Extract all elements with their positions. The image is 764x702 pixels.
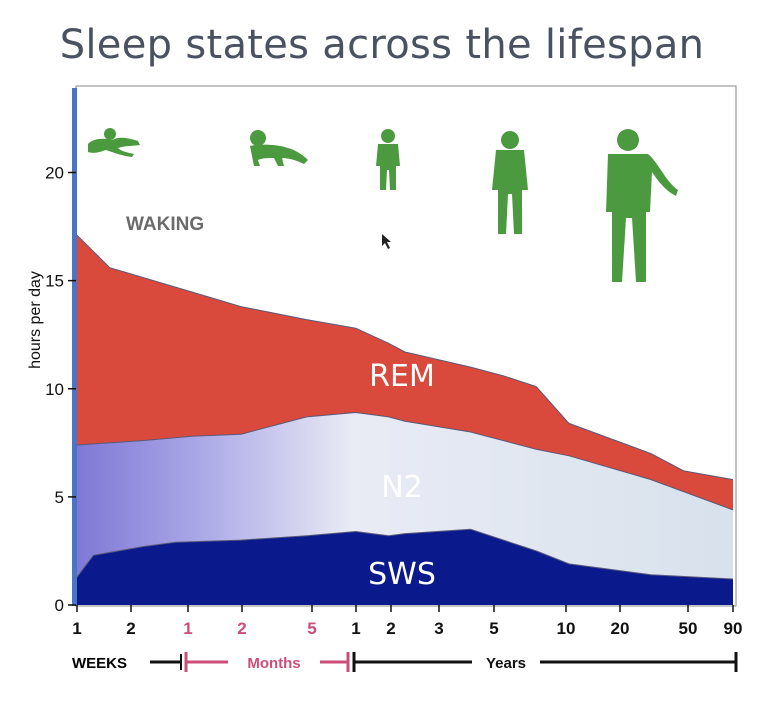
x-tick-label: 3 [434, 619, 443, 638]
lifespan-figures [88, 128, 678, 282]
region-label-waking: WAKING [126, 214, 204, 235]
y-axis-label: hours per day [27, 271, 44, 369]
region-label-sws: SWS [368, 557, 436, 592]
chart-title: Sleep states across the lifespan [59, 22, 705, 68]
infant-figure-icon [88, 128, 140, 157]
y-tick-label: 15 [45, 272, 64, 291]
area-layer [76, 234, 734, 605]
y-tick-label: 5 [55, 488, 64, 507]
x-tick-label: 2 [126, 619, 135, 638]
area-n2 [77, 412, 733, 579]
adult-figure-icon [606, 129, 678, 282]
area-sws [77, 529, 733, 605]
mouse-cursor-icon [382, 234, 391, 249]
x-tick-label: 2 [237, 619, 246, 638]
region-label-rem: REM [369, 359, 435, 394]
scale-label-months: Months [247, 655, 300, 672]
x-tick-label: 1 [183, 619, 192, 638]
x-tick-label: 5 [307, 619, 316, 638]
area-rem [77, 235, 733, 510]
region-label-n2: N2 [381, 470, 423, 505]
series-line-rem [76, 234, 734, 481]
series-line-sws [76, 528, 734, 580]
x-tick-label: 90 [724, 619, 743, 638]
crawling-baby-icon [250, 130, 308, 166]
scale-label-weeks: WEEKS [72, 655, 127, 672]
x-tick-label: 1 [72, 619, 81, 638]
y-tick-label: 10 [45, 380, 64, 399]
y-tick-label: 20 [45, 164, 64, 183]
series-line-n2 [76, 411, 734, 511]
y-axis: 0 5 10 15 20 [45, 164, 76, 615]
y-tick-label: 0 [55, 596, 64, 615]
x-tick-label: 1 [351, 619, 360, 638]
x-tick-label: 50 [679, 619, 698, 638]
scale-label-years: Years [486, 655, 526, 672]
x-tick-label: 20 [611, 619, 630, 638]
x-tick-label: 10 [557, 619, 576, 638]
child-figure-icon [492, 131, 528, 234]
left-axis-bar [72, 88, 77, 606]
toddler-figure-icon [376, 129, 400, 190]
x-axis: 1 2 1 2 5 1 2 3 5 10 20 50 90 [72, 605, 742, 638]
time-scale-bar: WEEKS Months Years [72, 652, 738, 672]
x-tick-label: 5 [489, 619, 498, 638]
x-tick-label: 2 [386, 619, 395, 638]
